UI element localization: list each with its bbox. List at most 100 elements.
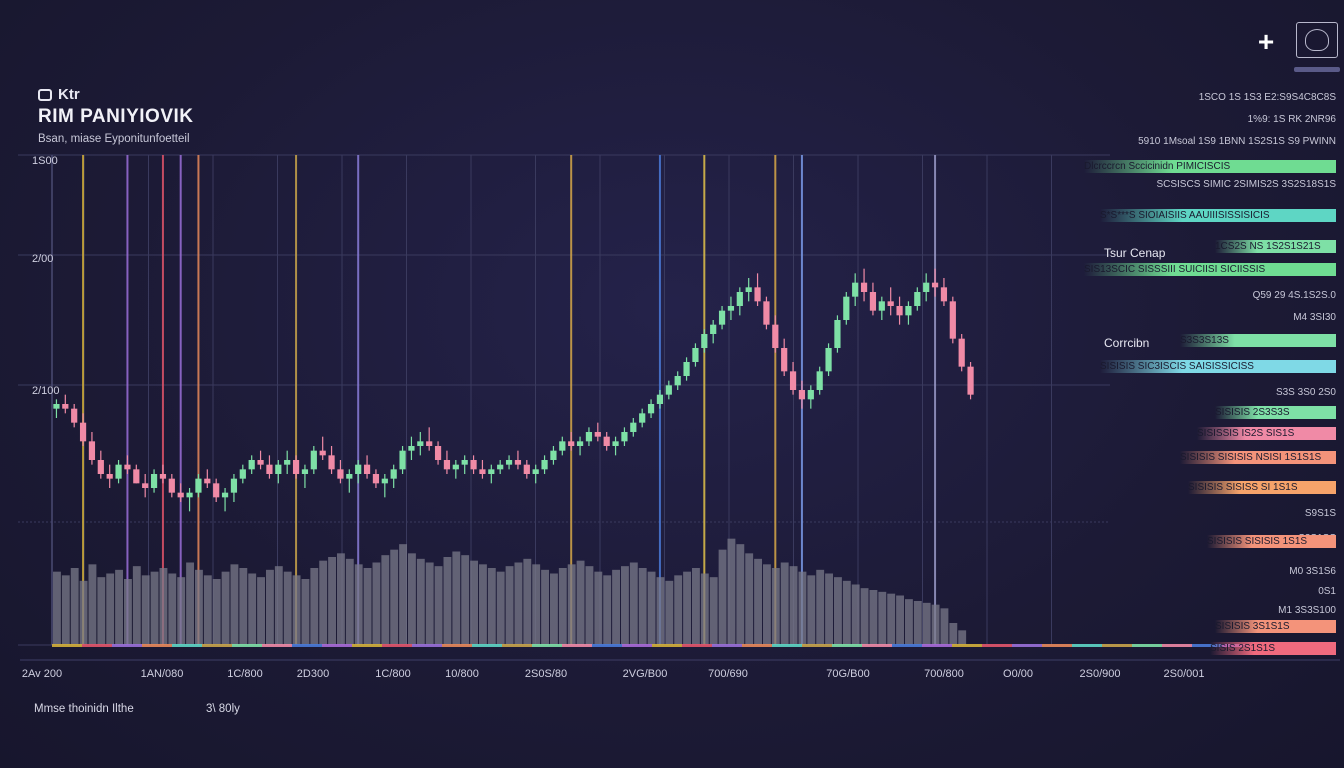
x-tick-label: O0/00 — [1003, 668, 1033, 680]
x-axis-band — [802, 644, 832, 647]
x-axis-band — [832, 644, 862, 647]
volume-bar — [700, 573, 709, 645]
volume-bar — [363, 568, 372, 645]
x-axis-band — [862, 644, 892, 647]
candle-body — [426, 441, 433, 446]
candle-body — [612, 441, 619, 446]
candle-body — [275, 464, 282, 474]
candle-body — [381, 478, 388, 484]
ticker-row[interactable]: S3S 3S0 2S0 — [1275, 387, 1336, 398]
volume-bar — [177, 577, 186, 645]
ticker-row[interactable]: SCSISCS SIMIC 2SIMIS2S 3S2S18S1S — [1156, 179, 1336, 190]
x-axis-band — [952, 644, 982, 647]
page-subtitle: Bsan, miase Eyponitunfoetteil — [38, 133, 190, 145]
volume-bar — [585, 566, 594, 645]
ticker-row[interactable]: 5910 1Msoal 1S9 1BNN 1S2S1S S9 PWINN — [1138, 136, 1336, 147]
ticker-row[interactable]: SISISIS 3S1S1S — [1215, 620, 1336, 633]
volume-bar — [674, 575, 683, 645]
candle-body — [372, 474, 380, 484]
volume-bar — [869, 590, 878, 645]
x-axis-band — [202, 644, 232, 647]
candle-body — [417, 441, 424, 446]
ticker-row[interactable]: S3S3S13S — [1180, 334, 1336, 347]
ticker-row[interactable]: 1%9: 1S RK 2NR96 — [1247, 114, 1336, 125]
ticker-row[interactable]: SISIS 2S1S1S — [1210, 642, 1336, 655]
ticker-row[interactable]: SISISIS SISISS SI 1S1S — [1188, 481, 1336, 494]
volume-bar — [70, 568, 79, 645]
candle-body — [834, 320, 841, 348]
candle-body — [168, 478, 175, 493]
frame-icon[interactable] — [1296, 22, 1338, 58]
ticker-row[interactable]: Dlcrccrcn Sccicinidn PIMICISCIS — [1084, 160, 1336, 173]
x-axis-band — [442, 644, 472, 647]
candle-body — [603, 436, 610, 446]
ticker-row[interactable]: M1 3S3S100 — [1278, 605, 1336, 616]
candle-body — [958, 338, 965, 367]
candle-body — [319, 450, 326, 456]
candle-body — [328, 455, 335, 470]
x-axis-band — [1072, 644, 1102, 647]
ticker-row[interactable]: SIS13SCIC SISSSIII SUICIISI SICIISSIS — [1084, 263, 1336, 276]
ticker-row[interactable]: S9S1S — [1304, 508, 1336, 519]
ticker-row[interactable]: 1SCO 1S 1S3 E2:S9S4C8C8S — [1198, 92, 1336, 103]
ticker-row[interactable]: 0S1 — [1318, 586, 1336, 597]
y-tick-label: 2/100 — [32, 385, 60, 397]
volume-bar — [594, 571, 603, 645]
volume-bar — [97, 577, 106, 645]
candle-body — [630, 422, 637, 432]
volume-bar — [647, 571, 656, 645]
volume-bar — [771, 568, 780, 645]
candle-body — [221, 492, 229, 498]
volume-bar — [798, 571, 807, 645]
candle-body — [665, 385, 672, 395]
x-axis-band — [1162, 644, 1192, 647]
volume-bar — [310, 568, 319, 645]
volume-bar — [150, 571, 159, 645]
volume-bar — [745, 553, 754, 645]
candle-body — [257, 460, 264, 465]
x-axis-band — [172, 644, 202, 647]
ticker-row[interactable]: S*S***S SIOIAISIIS AAUIIISISSISICIS — [1100, 209, 1336, 222]
ticker-row[interactable]: SISISIS SISISIS 1S1S — [1207, 535, 1336, 548]
volume-bar — [106, 573, 115, 645]
ticker-row[interactable]: Q59 29 4S.1S2S.0 — [1252, 290, 1336, 301]
ticker-row[interactable]: SISISIS 2S3S3S — [1215, 406, 1336, 419]
add-button[interactable]: + — [1257, 26, 1275, 57]
candle-body — [692, 348, 699, 362]
candle-body — [789, 371, 797, 390]
x-axis-band — [82, 644, 112, 647]
x-tick-label: 2D300 — [297, 668, 329, 680]
candle-body — [213, 483, 220, 498]
x-axis-band — [592, 644, 622, 647]
volume-bar — [816, 569, 825, 645]
volume-bar — [603, 575, 612, 645]
candle-body — [443, 460, 451, 470]
frame-underline — [1294, 67, 1340, 72]
candle-body — [452, 464, 459, 470]
ticker-row[interactable]: M4 3SI30 — [1293, 312, 1336, 323]
candle-body — [896, 306, 903, 316]
ticker-row[interactable]: M0 3S1S6 — [1289, 566, 1336, 577]
volume-bar — [878, 591, 887, 645]
candle-body — [239, 469, 246, 479]
ticker-row[interactable]: SISISIS SISISIS NSISI 1S1S1S — [1180, 451, 1336, 464]
ticker-row[interactable]: 1CS2S NS 1S2S1S21S — [1215, 240, 1336, 253]
ticker-row[interactable]: SISISSIS IS2S SIS1S — [1197, 427, 1336, 440]
volume-bar — [283, 571, 292, 645]
x-tick-label: 2Av 200 — [22, 668, 62, 680]
candle-body — [532, 469, 539, 474]
volume-bar — [763, 564, 771, 645]
volume-bar — [195, 569, 203, 645]
x-axis-band — [262, 644, 292, 647]
candle-body — [887, 301, 894, 306]
volume-bar — [390, 549, 399, 645]
candle-body — [88, 441, 96, 460]
candle-body — [284, 460, 291, 465]
footer-legend: Mmse thoinidn Ilthe — [34, 703, 134, 715]
volume-bar — [266, 569, 274, 645]
volume-bar — [381, 555, 390, 645]
ticker-row[interactable]: SISISIS SIC3ISCIS SAISISSICISS — [1100, 360, 1336, 373]
candle-body — [488, 469, 495, 474]
volume-bar — [141, 575, 150, 645]
